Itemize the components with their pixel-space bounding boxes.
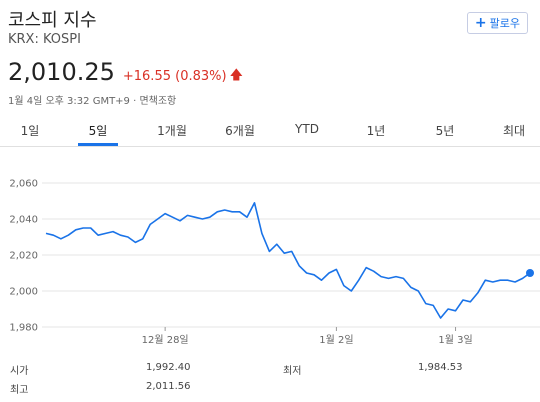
latest-price-marker [526,269,534,277]
tab-6m[interactable]: 6개월 [225,124,255,138]
tab-1y[interactable]: 1년 [366,124,386,138]
y-tick-label: 2,040 [9,215,38,226]
y-tick-label: 2,020 [9,251,38,262]
x-tick-label: 1월 2일 [319,334,353,346]
stat-label-low: 최저 [283,366,302,377]
y-tick-label: 2,060 [9,179,38,190]
ticker-symbol: KRX: KOSPI [8,32,81,47]
tabs-divider [0,146,540,147]
quote-row: 2,010.25 +16.55 (0.83%) 🡅 [8,58,243,88]
active-tab-indicator [78,143,118,146]
tab-ytd[interactable]: YTD [295,122,319,136]
stat-value-low: 1,984.53 [418,362,463,373]
y-tick-label: 2,000 [9,287,38,298]
tab-5d[interactable]: 5일 [88,124,108,138]
x-tick-label: 12월 28일 [142,334,189,346]
current-price: 2,010.25 [8,58,115,86]
tab-1d[interactable]: 1일 [20,124,40,138]
stat-value-high: 2,011.56 [146,381,191,392]
x-tick-label: 1월 3일 [438,334,472,346]
price-change: +16.55 (0.83%) 🡅 [123,66,243,88]
stat-label-open: 시가 [10,366,29,377]
tab-5y[interactable]: 5년 [435,124,455,138]
quote-meta: 1월 4일 오후 3:32 GMT+9 · 면책조항 [8,96,177,107]
tab-max[interactable]: 최대 [502,124,526,138]
plus-icon: + [474,15,487,31]
follow-button[interactable]: + 팔로우 [466,12,528,34]
arrow-up-icon: 🡅 [229,67,243,83]
range-tabs: 1일 5일 1개월 6개월 YTD 1년 5년 최대 [0,116,540,146]
price-change-value: +16.55 (0.83%) [122,69,227,84]
index-title: 코스피 지수 [8,10,97,31]
price-chart: 1,980 2,000 2,020 2,040 2,060 12월 28일 1월 2일 1월… [9,179,540,346]
stat-label-high: 최고 [10,385,29,396]
follow-label: 팔로우 [489,17,520,30]
tab-1m[interactable]: 1개월 [157,124,187,138]
y-tick-label: 1,980 [9,323,38,334]
price-series-line [45,202,531,319]
stat-value-open: 1,992.40 [146,362,191,373]
